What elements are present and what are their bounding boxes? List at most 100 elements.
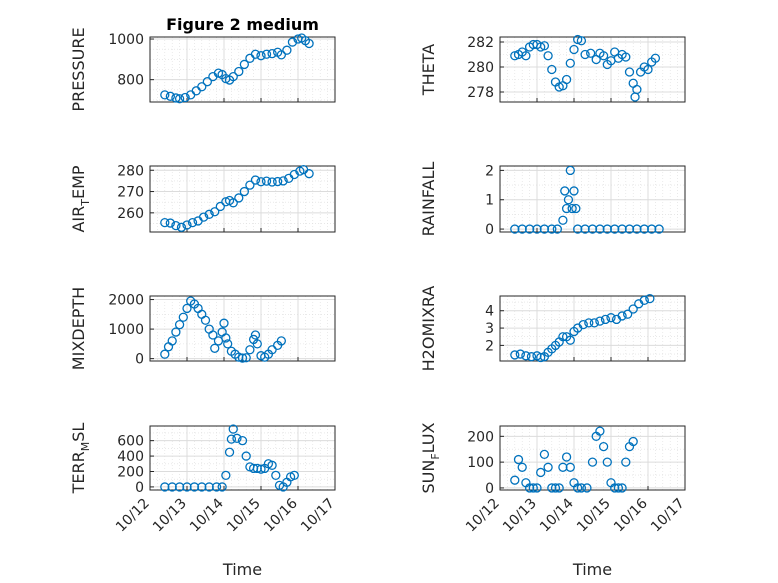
air-temp-axes-border <box>149 165 336 233</box>
theta-data-point <box>543 51 553 61</box>
sun-flux-data-point <box>510 475 520 485</box>
x-tick-label: 10/15 <box>574 496 614 536</box>
ylabel-subscript: T <box>79 199 92 207</box>
rainfall-data-point <box>565 165 575 176</box>
h2omixra-data-point <box>617 311 627 321</box>
terr-msl-data-point <box>221 470 231 480</box>
sun-flux-data-point <box>576 483 587 493</box>
mixdepth-data-point <box>174 320 185 330</box>
rainfall-panel: 0 1 2 RAINFALL <box>419 162 686 238</box>
mixdepth-data-point <box>182 303 192 314</box>
h2omixra-data-point <box>595 316 605 326</box>
theta-data-point <box>576 36 587 46</box>
pressure-data-point <box>276 50 287 60</box>
h2omixra-data-point <box>536 352 546 363</box>
theta-data-point <box>521 51 531 61</box>
mixdepth-data-point <box>171 327 181 337</box>
pressure-data-point <box>287 37 298 47</box>
x-tick-label: 10/13 <box>150 496 190 536</box>
theta-axes-border <box>499 36 686 103</box>
ylabel-tail: LUX <box>419 422 438 453</box>
theta-data-point <box>547 64 557 75</box>
pressure-data-point <box>160 90 170 100</box>
mixdepth-data-point <box>267 345 277 355</box>
sun-flux-data-point <box>602 457 612 467</box>
air-temp-data-point <box>239 186 250 197</box>
pressure-data-point <box>197 82 207 92</box>
mixdepth-data-point <box>245 345 255 355</box>
rainfall-data-point <box>567 203 577 214</box>
pressure-data-point <box>304 38 314 49</box>
mixdepth-data-point <box>219 318 229 328</box>
y-tick-label: 270 <box>117 185 144 201</box>
rainfall-axes <box>499 165 686 233</box>
x-tick-label: 10/12 <box>113 496 153 536</box>
terr-msl-data-point <box>226 434 237 444</box>
sun-flux-data-point <box>621 457 631 467</box>
ylabel-main: MIXDEPTH <box>69 287 88 370</box>
sun-flux-xlabel: Time <box>572 560 612 579</box>
theta-ylabel: THETA <box>419 44 438 96</box>
y-tick-label: 3 <box>485 321 494 337</box>
terr-msl-data-point <box>211 482 222 492</box>
theta-data-point <box>565 58 575 68</box>
sun-flux-data-point <box>582 483 592 493</box>
pressure-data-point <box>180 92 190 103</box>
ylabel-main: TERR <box>69 451 88 494</box>
ylabel-main: RAINFALL <box>419 162 438 237</box>
mixdepth-data-point <box>241 353 251 363</box>
h2omixra-data-point <box>526 352 537 362</box>
rainfall-data-point <box>560 186 570 196</box>
terr-msl-data-point <box>232 433 242 443</box>
mixdepth-ylabel: MIXDEPTH <box>69 287 88 370</box>
rainfall-data-point <box>552 224 562 234</box>
air-temp-data-point <box>228 198 238 208</box>
terr-msl-data-point <box>237 436 248 446</box>
sun-flux-data-point <box>573 483 583 493</box>
theta-data-point <box>539 41 550 51</box>
x-tick-label: 10/14 <box>537 495 577 535</box>
mixdepth-data-point <box>237 353 248 363</box>
y-tick-label: 200 <box>467 429 494 445</box>
air-temp-data-point <box>187 217 198 228</box>
mixdepth-data-point <box>200 315 211 325</box>
air-temp-data-point <box>234 193 244 203</box>
h2omixra-panel: 234 H2OMIXRA <box>419 286 686 371</box>
y-tick-label: 0 <box>135 480 144 496</box>
theta-data-point <box>580 49 590 60</box>
air-temp-data-point <box>176 222 187 232</box>
terr-msl-data-point <box>271 470 281 480</box>
h2omixra-data-point <box>578 319 588 330</box>
sun-flux-data-point <box>543 462 553 472</box>
pressure-data-point <box>171 93 181 103</box>
air-temp-data-point <box>210 207 220 217</box>
y-tick-label: 280 <box>467 60 494 76</box>
mixdepth-data-point <box>208 330 218 340</box>
sun-flux-data-point <box>532 483 542 493</box>
sun-flux-data-point <box>517 462 527 472</box>
air-temp-data-point <box>267 177 277 187</box>
pressure-data-point <box>174 94 185 104</box>
h2omixra-data-point <box>645 293 655 304</box>
theta-data-point <box>650 53 661 63</box>
air-temp-data-point <box>278 176 288 186</box>
sun-flux-data-point <box>561 452 572 462</box>
rainfall-data-point <box>547 224 557 234</box>
y-tick-label: 0 <box>485 481 494 497</box>
theta-data-point <box>624 67 635 77</box>
theta-data-point <box>643 64 653 75</box>
air-temp-data-point <box>215 201 225 212</box>
rainfall-data-point <box>558 215 568 225</box>
h2omixra-data-point <box>510 350 520 360</box>
sun-flux-data-point <box>513 454 524 465</box>
theta-data-point <box>598 51 609 61</box>
mixdepth-data-point <box>252 339 262 349</box>
rainfall-data-point <box>571 203 581 214</box>
x-tick-label: 10/14 <box>187 495 227 535</box>
ylabel-subscript: M <box>79 442 92 452</box>
sun-flux-data-point <box>587 457 598 467</box>
air-temp-data-point <box>204 209 214 219</box>
y-tick-label: 2000 <box>108 293 144 309</box>
